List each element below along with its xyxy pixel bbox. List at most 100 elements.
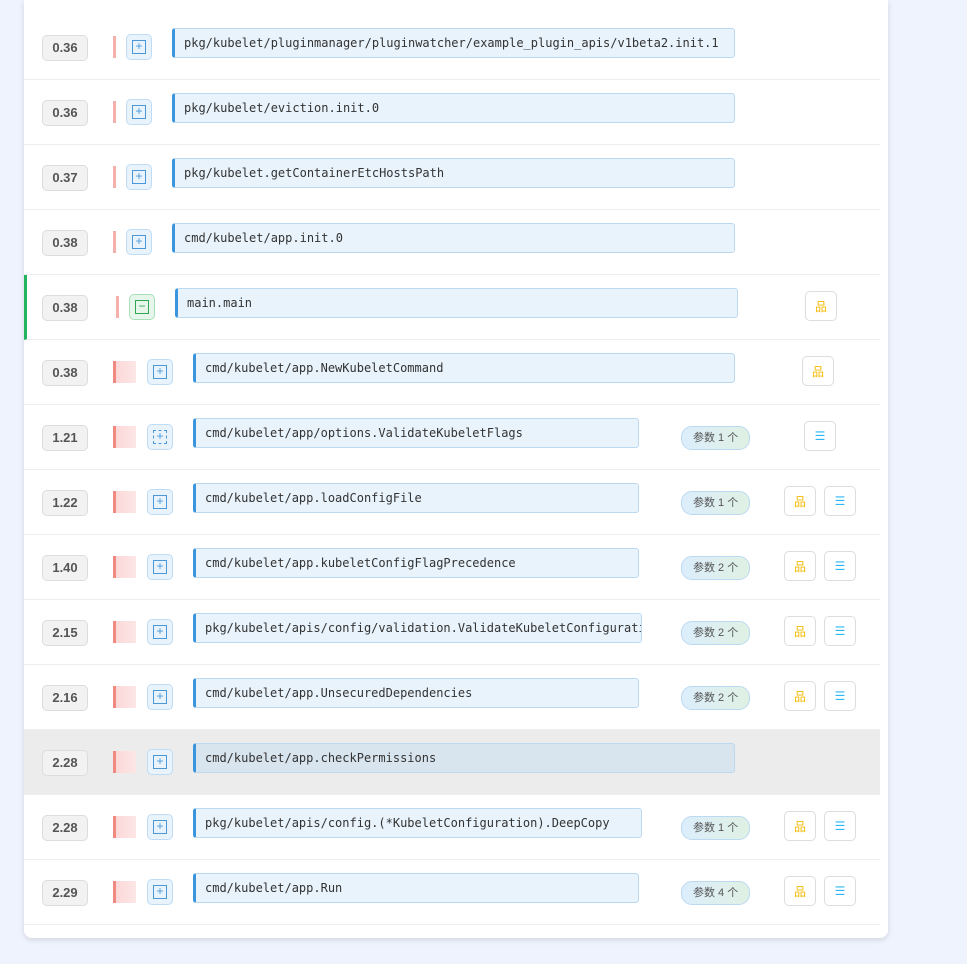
call-row[interactable]: 1.22 + cmd/kubelet/app.loadConfigFile 参数 1 …: [24, 470, 880, 535]
time-badge: 2.28: [42, 815, 88, 841]
call-graph-button[interactable]: 品: [784, 616, 816, 646]
params-badge[interactable]: 参数 1 个: [681, 491, 751, 515]
sitemap-icon: 品: [814, 299, 827, 314]
call-row[interactable]: 0.38 + cmd/kubelet/app.NewKubeletCommand 品: [24, 340, 880, 405]
function-name[interactable]: pkg/kubelet.getContainerEtcHostsPath: [172, 158, 735, 188]
duration-bar: [113, 166, 116, 188]
plus-icon: +: [153, 365, 167, 379]
params-list-button[interactable]: ☰: [824, 486, 856, 516]
list-icon: ☰: [834, 689, 846, 703]
time-badge: 0.36: [42, 100, 88, 126]
plus-icon: +: [153, 690, 167, 704]
function-name[interactable]: main.main: [175, 288, 738, 318]
collapse-button[interactable]: −: [129, 294, 155, 320]
function-name[interactable]: cmd/kubelet/app.NewKubeletCommand: [193, 353, 735, 383]
sitemap-icon: 品: [793, 884, 806, 899]
duration-bar: [113, 816, 136, 838]
time-badge: 2.28: [42, 750, 88, 776]
call-row[interactable]: 2.15 + pkg/kubelet/apis/config/validation.…: [24, 600, 880, 665]
expand-button[interactable]: +: [147, 619, 173, 645]
time-badge: 1.40: [42, 555, 88, 581]
call-row[interactable]: 0.38 − main.main 品: [24, 275, 880, 340]
call-row[interactable]: 2.16 + cmd/kubelet/app.UnsecuredDependenci…: [24, 665, 880, 730]
call-row[interactable]: 0.36 + pkg/kubelet/pluginmanager/pluginwat…: [24, 15, 880, 80]
params-list-button[interactable]: ☰: [824, 616, 856, 646]
expand-button[interactable]: +: [147, 359, 173, 385]
expand-button[interactable]: +: [126, 99, 152, 125]
expand-button[interactable]: +: [147, 749, 173, 775]
plus-icon: +: [132, 105, 146, 119]
call-row[interactable]: 1.21 + cmd/kubelet/app/options.ValidateKub…: [24, 405, 880, 470]
call-row[interactable]: 0.38 + cmd/kubelet/app.init.0: [24, 210, 880, 275]
params-list-button[interactable]: ☰: [824, 811, 856, 841]
function-name[interactable]: cmd/kubelet/app.loadConfigFile: [193, 483, 639, 513]
list-icon: ☰: [834, 559, 846, 573]
duration-bar: [113, 686, 136, 708]
expand-button[interactable]: +: [147, 424, 173, 450]
params-badge[interactable]: 参数 2 个: [681, 621, 751, 645]
duration-bar: [113, 361, 136, 383]
plus-icon: +: [153, 495, 167, 509]
call-row[interactable]: 2.28 + cmd/kubelet/app.checkPermissions: [24, 730, 880, 795]
call-graph-button[interactable]: 品: [784, 681, 816, 711]
function-name[interactable]: pkg/kubelet/apis/config/validation.Valid…: [193, 613, 642, 643]
function-name[interactable]: cmd/kubelet/app.kubeletConfigFlagPrecede…: [193, 548, 639, 578]
params-badge[interactable]: 参数 2 个: [681, 556, 751, 580]
function-name[interactable]: pkg/kubelet/eviction.init.0: [172, 93, 735, 123]
expand-button[interactable]: +: [126, 164, 152, 190]
params-badge[interactable]: 参数 1 个: [681, 816, 751, 840]
params-list-button[interactable]: ☰: [824, 681, 856, 711]
time-badge: 1.22: [42, 490, 88, 516]
call-graph-button[interactable]: 品: [784, 551, 816, 581]
sitemap-icon: 品: [811, 364, 824, 379]
list-icon: ☰: [834, 494, 846, 508]
params-badge[interactable]: 参数 4 个: [681, 881, 751, 905]
params-list-button[interactable]: ☰: [804, 421, 836, 451]
call-row[interactable]: 1.40 + cmd/kubelet/app.kubeletConfigFlagPr…: [24, 535, 880, 600]
call-graph-button[interactable]: 品: [805, 291, 837, 321]
call-row[interactable]: 2.29 + cmd/kubelet/app.Run 参数 4 个 品 ☰: [24, 860, 880, 925]
expand-button[interactable]: +: [147, 814, 173, 840]
call-row[interactable]: 2.28 + pkg/kubelet/apis/config.(*KubeletCo…: [24, 795, 880, 860]
sitemap-icon: 品: [793, 624, 806, 639]
minus-icon: −: [135, 300, 149, 314]
function-name[interactable]: cmd/kubelet/app.checkPermissions: [193, 743, 735, 773]
expand-button[interactable]: +: [126, 229, 152, 255]
time-badge: 0.37: [42, 165, 88, 191]
function-name[interactable]: pkg/kubelet/apis/config.(*KubeletConfigu…: [193, 808, 642, 838]
call-graph-button[interactable]: 品: [802, 356, 834, 386]
call-graph-button[interactable]: 品: [784, 486, 816, 516]
expand-button[interactable]: +: [147, 489, 173, 515]
expand-button[interactable]: +: [147, 554, 173, 580]
expand-button[interactable]: +: [147, 684, 173, 710]
plus-icon: +: [153, 560, 167, 574]
params-badge[interactable]: 参数 1 个: [681, 426, 751, 450]
sitemap-icon: 品: [793, 559, 806, 574]
duration-bar: [113, 231, 116, 253]
list-icon: ☰: [834, 624, 846, 638]
duration-bar: [113, 621, 136, 643]
list-icon: ☰: [814, 429, 826, 443]
function-name[interactable]: cmd/kubelet/app.UnsecuredDependencies: [193, 678, 639, 708]
function-name[interactable]: cmd/kubelet/app/options.ValidateKubeletF…: [193, 418, 639, 448]
function-name[interactable]: cmd/kubelet/app.init.0: [172, 223, 735, 253]
list-icon: ☰: [834, 884, 846, 898]
params-list-button[interactable]: ☰: [824, 551, 856, 581]
call-row[interactable]: 0.36 + pkg/kubelet/eviction.init.0: [24, 80, 880, 145]
expand-button[interactable]: +: [126, 34, 152, 60]
expand-button[interactable]: +: [147, 879, 173, 905]
duration-bar: [113, 751, 136, 773]
time-badge: 0.38: [42, 295, 88, 321]
call-row[interactable]: 0.37 + pkg/kubelet.getContainerEtcHostsPat…: [24, 145, 880, 210]
duration-bar: [113, 101, 116, 123]
plus-icon: +: [132, 170, 146, 184]
params-badge[interactable]: 参数 2 个: [681, 686, 751, 710]
call-graph-button[interactable]: 品: [784, 811, 816, 841]
function-name[interactable]: cmd/kubelet/app.Run: [193, 873, 639, 903]
params-list-button[interactable]: ☰: [824, 876, 856, 906]
call-graph-button[interactable]: 品: [784, 876, 816, 906]
plus-icon: +: [132, 235, 146, 249]
duration-bar: [113, 881, 136, 903]
function-name[interactable]: pkg/kubelet/pluginmanager/pluginwatcher/…: [172, 28, 735, 58]
plus-icon: +: [153, 755, 167, 769]
